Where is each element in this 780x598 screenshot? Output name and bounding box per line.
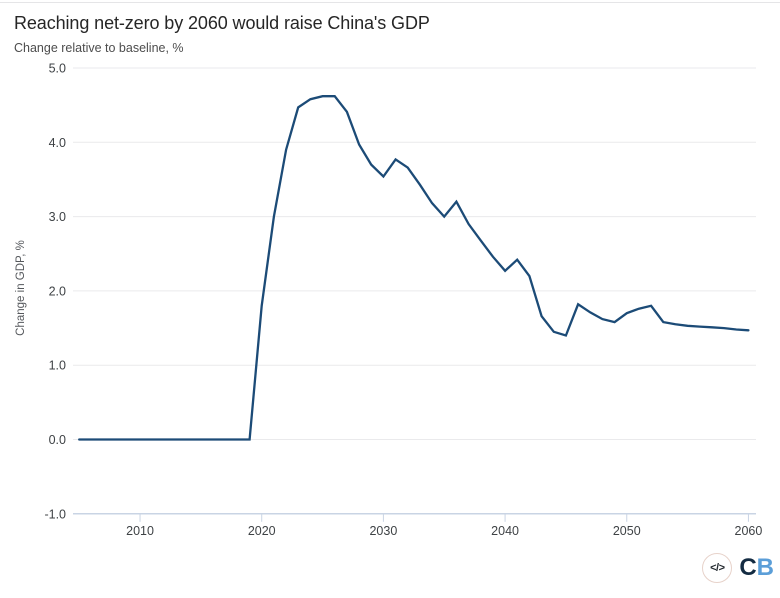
top-divider <box>0 2 780 3</box>
y-axis-title: Change in GDP, % <box>15 240 27 336</box>
y-tick-label: 5.0 <box>49 62 66 76</box>
chart-subtitle: Change relative to baseline, % <box>14 40 184 55</box>
code-icon: </> <box>702 553 733 583</box>
y-tick-label: 3.0 <box>49 210 66 224</box>
code-icon-glyph: </> <box>710 562 725 574</box>
chart-title: Reaching net-zero by 2060 would raise Ch… <box>14 13 430 33</box>
chart-header: Reaching net-zero by 2060 would raise Ch… <box>14 13 430 55</box>
y-tick-label: 4.0 <box>49 136 66 150</box>
logo-letter-c: C <box>739 554 757 581</box>
x-tick-label: 2060 <box>735 524 763 538</box>
y-tick-label: -1.0 <box>44 507 66 521</box>
carbonbrief-logo: </> CB <box>702 553 774 583</box>
logo-letter-b: B <box>756 554 774 581</box>
y-tick-label: 0.0 <box>49 433 66 447</box>
carbonbrief-wordmark: CB <box>739 556 774 580</box>
x-tick-label: 2040 <box>491 524 519 538</box>
gdp-change-line <box>78 95 750 441</box>
x-tick-label: 2020 <box>248 524 276 538</box>
x-tick-label: 2050 <box>613 524 641 538</box>
x-tick-label: 2010 <box>126 524 154 538</box>
y-tick-label: 1.0 <box>49 359 66 373</box>
y-tick-label: 2.0 <box>49 284 66 298</box>
x-tick-label: 2030 <box>369 524 397 538</box>
